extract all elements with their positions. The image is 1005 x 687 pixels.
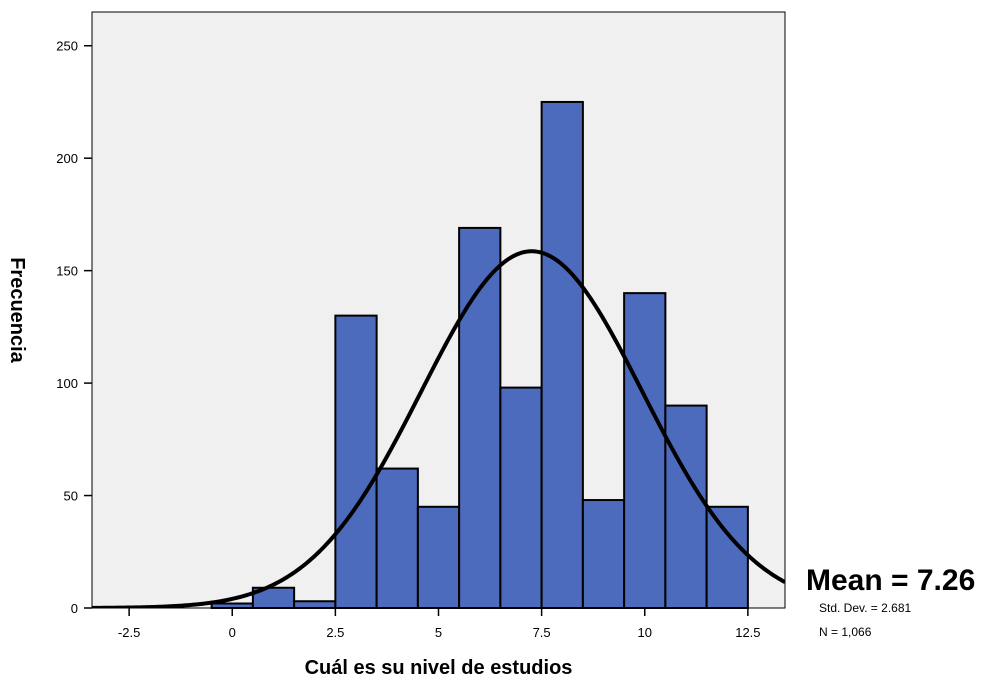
x-tick-label: -2.5	[118, 625, 140, 640]
bars-group	[210, 100, 749, 610]
histogram-bar	[705, 505, 749, 609]
y-tick-label: 100	[56, 376, 78, 391]
x-tick-label: 0	[229, 625, 236, 640]
x-axis: -2.5 0 2.5 5 7.5 10 12.5	[118, 608, 761, 640]
histogram-bar	[540, 100, 584, 610]
x-tick-label: 7.5	[533, 625, 551, 640]
x-tick-label: 10	[638, 625, 652, 640]
histogram-bar	[293, 600, 337, 609]
x-axis-title: Cuál es su nivel de estudios	[305, 657, 573, 679]
histogram-bar	[375, 467, 419, 610]
y-tick-label: 0	[71, 601, 78, 616]
histogram-bar	[664, 404, 708, 609]
y-tick-label: 150	[56, 264, 78, 279]
histogram-bar	[458, 226, 502, 610]
y-tick-label: 200	[56, 151, 78, 166]
normal-curve	[92, 249, 785, 608]
histogram-bar	[416, 505, 461, 609]
std-dev-label: Std. Dev. = 2.681	[819, 601, 911, 615]
x-tick-label: 5	[435, 625, 442, 640]
normal-curve-group	[92, 249, 785, 608]
histogram-bar	[499, 386, 543, 609]
y-tick-label: 250	[56, 39, 78, 54]
histogram-bar	[210, 602, 254, 610]
histogram-bar	[334, 314, 378, 609]
x-tick-label: 2.5	[326, 625, 344, 640]
histogram-bar	[623, 292, 667, 609]
y-axis-title: Frecuencia	[6, 257, 28, 363]
y-tick-label: 50	[64, 489, 78, 504]
histogram-bar	[581, 499, 626, 610]
x-tick-label: 12.5	[735, 625, 760, 640]
n-label: N = 1,066	[819, 625, 872, 639]
y-axis: 0 50 100 150 200 250	[56, 39, 92, 616]
mean-label: Mean = 7.26	[806, 564, 975, 597]
